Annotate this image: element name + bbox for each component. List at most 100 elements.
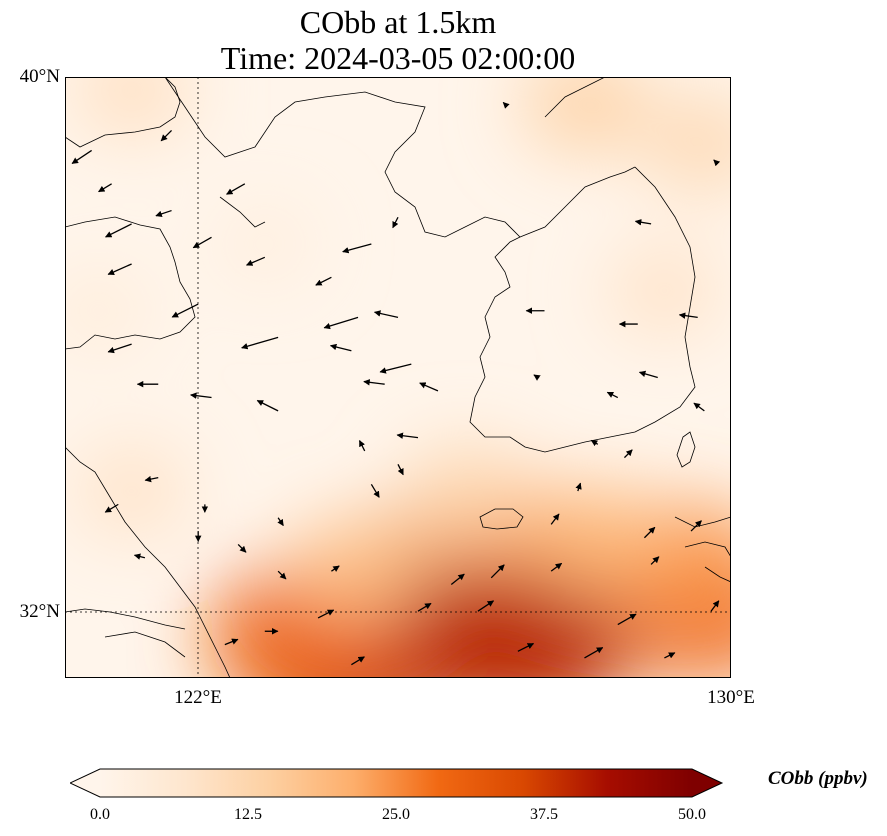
china-coastline [65, 77, 231, 678]
concentration-hotspot [522, 77, 647, 151]
wind-arrow [358, 439, 366, 452]
colorbar-tick: 37.5 [530, 806, 558, 823]
colorbar [70, 768, 724, 798]
wind-arrow [155, 209, 172, 217]
wind-arrow [693, 402, 705, 412]
concentration-hotspot [75, 77, 188, 133]
wind-arrow [419, 382, 439, 392]
map-frame [65, 77, 731, 678]
wind-arrow [664, 652, 676, 659]
wind-vectors [71, 101, 721, 666]
colorbar-tick: 0.0 [90, 806, 110, 823]
wind-arrow [710, 600, 720, 612]
wind-arrow [144, 475, 159, 483]
wind-arrow [638, 370, 658, 379]
wind-arrow [277, 570, 287, 580]
colorbar-ramp [100, 769, 692, 797]
wind-arrow [584, 647, 604, 659]
lon-label-west: 122°E [174, 687, 222, 708]
korea-coastline [469, 166, 696, 453]
liaodong-coastline [164, 77, 636, 238]
wind-arrow [606, 391, 619, 399]
lat-label-south: 32°N [19, 601, 60, 622]
concentration-hotspot [405, 446, 524, 536]
wind-arrow [575, 482, 582, 492]
wind-arrow [617, 613, 637, 626]
lon-label-east: 130°E [707, 687, 755, 708]
concentration-hotspot [525, 490, 670, 599]
wind-arrow [370, 484, 380, 498]
wind-arrow [105, 223, 132, 238]
wind-arrow [634, 219, 652, 226]
gridlines [65, 77, 731, 678]
concentration-hotspot [77, 450, 186, 532]
concentration-field [65, 77, 731, 678]
wind-arrow [246, 256, 266, 266]
wind-arrow [397, 464, 404, 476]
map-panel [65, 77, 731, 678]
wind-arrow [315, 276, 332, 286]
wind-arrow [533, 374, 541, 381]
wind-arrow [379, 363, 412, 374]
wind-arrow [417, 602, 432, 612]
wind-arrow [392, 216, 399, 229]
wind-arrow [107, 263, 132, 275]
wind-arrow [623, 449, 633, 459]
wind-arrow [650, 556, 660, 565]
wind-arrow [192, 236, 212, 249]
concentration-hotspot [65, 274, 147, 347]
tsushima-island [676, 431, 696, 468]
wind-arrow [104, 503, 119, 513]
korea-north-coast [544, 77, 606, 118]
wind-arrow [363, 379, 385, 386]
wind-arrow [323, 316, 359, 330]
wind-arrow [171, 303, 199, 318]
map-canvas [65, 77, 731, 678]
concentration-hotspot [218, 209, 312, 279]
lat-label-north: 40°N [19, 66, 60, 87]
wind-arrow [342, 243, 372, 254]
coastlines [65, 77, 731, 678]
kyushu-coastline [674, 516, 731, 583]
colorbar-label: CObb (ppbv) [768, 768, 868, 789]
wind-arrow [226, 183, 246, 195]
wind-arrow [256, 399, 279, 412]
wind-arrow [550, 513, 560, 525]
colorbar-tick: 12.5 [234, 806, 262, 823]
wind-arrow [190, 392, 212, 399]
colorbar-tick: 25.0 [382, 806, 410, 823]
jeju-island [479, 508, 524, 530]
wind-arrow [678, 312, 698, 319]
wind-arrow [477, 600, 495, 612]
wind-arrow [71, 149, 93, 164]
wind-arrow [237, 543, 247, 553]
wind-arrow [550, 562, 563, 572]
concentration-hotspot [610, 249, 719, 332]
map-time-subtitle: Time: 2024-03-05 02:00:00 [220, 40, 576, 76]
wind-arrow [396, 432, 419, 439]
concentration-hotspot [645, 99, 731, 189]
colorbar-under-arrow [70, 769, 100, 797]
wind-arrow [107, 343, 132, 354]
wind-arrow [277, 517, 284, 527]
wind-arrow [351, 656, 365, 666]
wind-arrow [643, 526, 656, 539]
wind-arrow [517, 642, 535, 652]
wind-arrow [373, 310, 399, 319]
wind-arrow [450, 573, 465, 586]
colorbar-tick: 50.0 [678, 806, 706, 823]
wind-arrow [241, 336, 279, 350]
wind-arrow [502, 101, 510, 109]
wind-arrow [713, 159, 721, 167]
wind-arrow [224, 638, 239, 646]
wind-arrow [690, 520, 702, 532]
concentration-hotspot [289, 519, 427, 623]
wind-arrow [490, 564, 505, 579]
wind-arrow [160, 129, 173, 142]
wind-arrow [329, 343, 352, 352]
wind-arrow [98, 183, 112, 193]
wind-arrow [590, 439, 599, 447]
yellow-river-mouth [219, 196, 266, 228]
wind-arrow [133, 553, 146, 560]
colorbar-outline [70, 768, 724, 798]
